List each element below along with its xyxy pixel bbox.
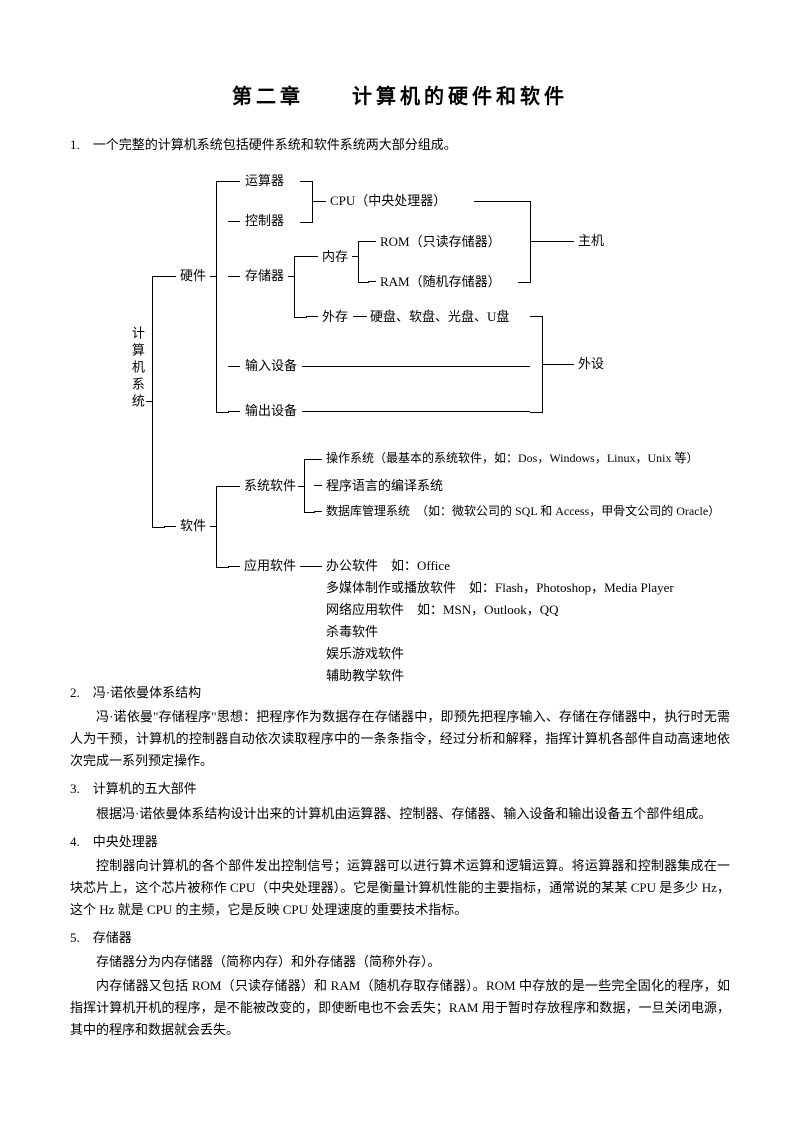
node-compiler: 程序语言的编译系统: [326, 478, 443, 495]
line-app-stub: [228, 566, 240, 567]
bracket-host: [518, 201, 531, 283]
node-appsoft: 应用软件: [244, 558, 296, 575]
bracket-cpu: [300, 181, 313, 223]
node-extdev: 硬盘、软盘、光盘、U盘: [370, 309, 509, 326]
node-ram: RAM（随机存储器）: [380, 274, 501, 291]
node-net: 网络应用软件 如：MSN，Outlook，QQ: [326, 602, 559, 619]
line-sw-stub: [164, 526, 176, 527]
bracket-sys: [304, 459, 315, 513]
heading-4: 4. 中央处理器: [70, 831, 730, 853]
heading-3: 3. 计算机的五大部件: [70, 778, 730, 800]
node-hardware: 硬件: [180, 268, 206, 285]
line-hw: [210, 276, 216, 277]
line-int-stub: [306, 256, 318, 257]
node-office: 办公软件 如：Office: [326, 558, 450, 575]
section-5: 5. 存储器 存储器分为内存储器（简称内存）和外存储器（简称外存）。 内存储器又…: [70, 927, 730, 1041]
bracket-int: [358, 241, 369, 283]
node-input: 输入设备: [245, 358, 297, 375]
node-dbms: 数据库管理系统 （如：微软公司的 SQL 和 Access，甲骨文公司的 Ora…: [326, 504, 720, 520]
line-alu-stub: [228, 181, 240, 182]
heading-2: 2. 冯·诺依曼体系结构: [70, 682, 730, 704]
line-hw-stub: [164, 276, 176, 277]
para-4: 控制器向计算机的各个部件发出控制信号；运算器可以进行算术运算和逻辑运算。将运算器…: [70, 855, 730, 921]
line-root: [146, 401, 152, 402]
bracket-sw: [216, 486, 229, 568]
node-edu: 辅助教学软件: [326, 668, 404, 685]
node-output: 输出设备: [245, 403, 297, 420]
item-1: 1. 一个完整的计算机系统包括硬件系统和软件系统两大部分组成。: [70, 134, 730, 156]
line-intc: [352, 256, 358, 257]
line-cpu: [312, 201, 326, 202]
line-memc: [288, 276, 294, 277]
line-output-p: [302, 411, 530, 412]
node-rom: ROM（只读存储器）: [380, 234, 501, 251]
document-page: 第二章 计算机的硬件和软件 1. 一个完整的计算机系统包括硬件系统和软件系统两大…: [0, 0, 800, 1132]
line-cpu-host: [474, 201, 518, 202]
line-cu-stub: [228, 221, 240, 222]
line-comp-stub: [314, 485, 322, 486]
line-rom-stub: [368, 241, 376, 242]
heading-5: 5. 存储器: [70, 927, 730, 949]
line-host: [530, 241, 574, 242]
line-ext-stub: [306, 316, 318, 317]
line-ram-stub: [368, 281, 376, 282]
node-root: 计算机系统: [128, 326, 145, 411]
computer-system-diagram: 计算机系统 硬件 运算器 控制器 存储器 输入设备 输出设备 CPU（中央处理器…: [70, 166, 730, 676]
bracket-mem: [294, 256, 307, 318]
line-sysc: [298, 486, 304, 487]
node-peripheral: 外设: [578, 356, 604, 373]
para-3: 根据冯·诺依曼体系结构设计出来的计算机由运算器、控制器、存储器、输入设备和输出设…: [70, 803, 730, 825]
node-game: 娱乐游戏软件: [326, 646, 404, 663]
node-syssoft: 系统软件: [244, 478, 296, 495]
line-extdev: [353, 316, 367, 317]
node-os: 操作系统（最基本的系统软件，如：Dos，Windows，Linux，Unix 等…: [326, 451, 699, 467]
node-external: 外存: [322, 309, 348, 326]
bracket-root: [152, 276, 165, 528]
line-app-dash: [300, 566, 322, 567]
para-5-2: 内存储器又包括 ROM（只读存储器）和 RAM（随机存取存储器）。ROM 中存放…: [70, 975, 730, 1041]
line-periph: [542, 364, 574, 365]
line-in-stub: [228, 366, 240, 367]
node-antivirus: 杀毒软件: [326, 624, 378, 641]
line-db-stub: [314, 511, 322, 512]
line-mem-stub: [228, 276, 240, 277]
node-alu: 运算器: [245, 173, 284, 190]
line-os-stub: [314, 459, 322, 460]
bracket-hw: [216, 181, 229, 413]
line-out-stub: [228, 411, 240, 412]
para-5-1: 存储器分为内存储器（简称内存）和外存储器（简称外存）。: [70, 951, 730, 973]
node-media: 多媒体制作或播放软件 如：Flash，Photoshop，Media Playe…: [326, 580, 674, 597]
node-host: 主机: [578, 233, 604, 250]
node-internal: 内存: [322, 249, 348, 266]
section-3: 3. 计算机的五大部件 根据冯·诺依曼体系结构设计出来的计算机由运算器、控制器、…: [70, 778, 730, 824]
node-cpu: CPU（中央处理器）: [330, 193, 446, 210]
line-input-p: [302, 366, 530, 367]
node-software: 软件: [180, 518, 206, 535]
section-2: 2. 冯·诺依曼体系结构 冯·诺依曼"存储程序"思想：把程序作为数据存在存储器中…: [70, 682, 730, 772]
para-2: 冯·诺依曼"存储程序"思想：把程序作为数据存在存储器中，即预先把程序输入、存储在…: [70, 706, 730, 772]
line-swc: [210, 526, 216, 527]
section-4: 4. 中央处理器 控制器向计算机的各个部件发出控制信号；运算器可以进行算术运算和…: [70, 831, 730, 921]
chapter-title: 第二章 计算机的硬件和软件: [70, 80, 730, 114]
node-mem: 存储器: [245, 268, 284, 285]
node-cu: 控制器: [245, 213, 284, 230]
line-sys-stub: [228, 486, 240, 487]
